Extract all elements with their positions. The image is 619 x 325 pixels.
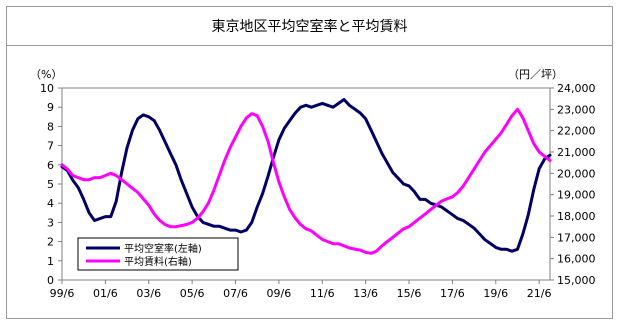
right-axis-ticks: 15,000 16,000 17,000 18,000 19,000 20,000 21,0… bbox=[550, 82, 596, 287]
left-tick-label: 2 bbox=[47, 236, 54, 249]
left-tick-label: 6 bbox=[47, 159, 54, 172]
left-axis-unit: （%） bbox=[30, 68, 62, 81]
x-tick-label: 21/6 bbox=[527, 287, 552, 300]
x-tick-label: 11/6 bbox=[310, 287, 335, 300]
series-line-average-rent bbox=[60, 107, 552, 255]
x-tick-label: 19/6 bbox=[483, 287, 508, 300]
right-axis-unit: （円／坪） bbox=[508, 68, 563, 81]
left-axis-ticks: 0 1 2 3 4 5 6 7 8 9 10 bbox=[40, 82, 62, 287]
left-tick-label: 7 bbox=[47, 140, 54, 153]
x-tick-label: 15/6 bbox=[397, 287, 422, 300]
x-tick-label: 17/6 bbox=[440, 287, 465, 300]
right-tick-label: 15,000 bbox=[557, 274, 596, 287]
left-tick-label: 10 bbox=[40, 82, 54, 95]
x-tick-label: 13/6 bbox=[353, 287, 378, 300]
chart-title: 東京地区平均空室率と平均賃料 bbox=[211, 19, 408, 35]
title-bar: 東京地区平均空室率と平均賃料 bbox=[7, 7, 612, 46]
right-tick-label: 18,000 bbox=[557, 210, 596, 223]
left-tick-label: 3 bbox=[47, 216, 54, 229]
left-tick-label: 9 bbox=[47, 101, 54, 114]
right-tick-label: 24,000 bbox=[557, 82, 596, 95]
right-tick-label: 19,000 bbox=[557, 189, 596, 202]
left-tick-label: 5 bbox=[47, 178, 54, 191]
series-line-vacancy-rate bbox=[60, 98, 552, 253]
x-tick-label: 05/6 bbox=[180, 287, 205, 300]
right-tick-label: 22,000 bbox=[557, 125, 596, 138]
x-axis-ticks: 99/6 01/6 03/6 05/6 07/6 09/6 11/6 13/6 15/6 17/6… bbox=[50, 280, 552, 300]
left-tick-label: 8 bbox=[47, 120, 54, 133]
left-tick-label: 4 bbox=[47, 197, 54, 210]
left-tick-label: 0 bbox=[47, 274, 54, 287]
right-tick-label: 21,000 bbox=[557, 146, 596, 159]
x-tick-label: 09/6 bbox=[267, 287, 292, 300]
legend: 平均空室率(左軸)平均賃料(右軸) bbox=[77, 237, 239, 271]
right-tick-label: 23,000 bbox=[557, 103, 596, 116]
legend-label: 平均賃料(右軸) bbox=[124, 255, 192, 268]
right-tick-label: 17,000 bbox=[557, 231, 596, 244]
x-tick-label: 99/6 bbox=[50, 287, 75, 300]
x-tick-label: 03/6 bbox=[136, 287, 161, 300]
series-layer bbox=[60, 98, 552, 255]
legend-box bbox=[77, 237, 239, 271]
x-tick-label: 07/6 bbox=[223, 287, 248, 300]
left-tick-label: 1 bbox=[47, 255, 54, 268]
right-tick-label: 16,000 bbox=[557, 253, 596, 266]
x-tick-label: 01/6 bbox=[93, 287, 118, 300]
legend-label: 平均空室率(左軸) bbox=[124, 242, 202, 255]
right-tick-label: 20,000 bbox=[557, 167, 596, 180]
